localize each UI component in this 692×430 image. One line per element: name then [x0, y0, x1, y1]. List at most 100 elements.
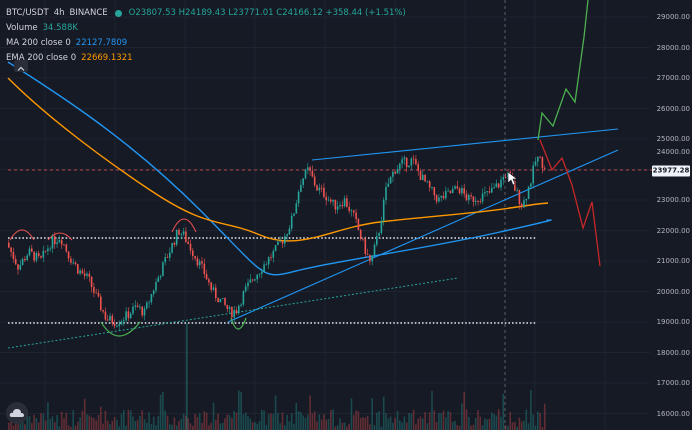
candle — [67, 251, 70, 259]
resistance-trendline — [311, 128, 619, 161]
volume-bar — [97, 414, 100, 430]
candle — [35, 253, 38, 261]
volume-bar — [415, 424, 417, 430]
volume-bar — [325, 419, 327, 430]
volume-bar — [537, 411, 539, 430]
symbol-name[interactable]: BTC/USDT — [6, 8, 49, 18]
candle — [293, 213, 295, 216]
candle — [267, 257, 270, 265]
volume-bar — [412, 409, 415, 430]
volume-bar — [336, 425, 339, 430]
candle — [341, 204, 344, 207]
volume-bar — [274, 395, 277, 430]
candle — [56, 242, 58, 245]
current-price-label: 23977.28 — [652, 165, 690, 177]
candle — [8, 242, 10, 248]
candle — [424, 174, 426, 182]
legend-volume-row[interactable]: Volume 34.588K — [6, 21, 406, 36]
volume-bar — [401, 422, 403, 430]
volume-bar — [175, 425, 178, 430]
volume-bar — [201, 422, 203, 430]
volume-bar — [235, 412, 238, 430]
volume-bar — [187, 418, 189, 430]
volume-bar — [543, 403, 546, 430]
volume-bar — [518, 417, 521, 430]
candle — [192, 250, 194, 257]
volume-bar — [254, 422, 256, 430]
volume-bar — [491, 412, 493, 430]
candle — [120, 321, 123, 325]
moving-averages — [7, 61, 552, 276]
volume-bar — [399, 420, 401, 430]
candle — [129, 313, 132, 319]
candle — [187, 241, 189, 244]
candle — [83, 273, 86, 276]
volume-bar — [438, 413, 440, 430]
volume-bar — [449, 412, 452, 430]
volume-bar — [318, 414, 321, 430]
volume-bar — [56, 415, 58, 430]
candle — [81, 270, 84, 274]
candle — [366, 253, 369, 255]
volume-bar — [93, 417, 95, 430]
candle — [72, 262, 74, 264]
candle — [180, 234, 183, 236]
legend-collapse-button[interactable] — [14, 60, 28, 72]
legend-ma-row[interactable]: MA 200 close 0 22127.7809 — [6, 36, 406, 51]
top-arc-3 — [171, 218, 197, 233]
volume-bar — [396, 411, 399, 430]
candle — [290, 215, 293, 229]
volume-bar — [532, 414, 534, 430]
price-tick: 28000.00 — [656, 43, 690, 52]
price-scale[interactable]: 29000.00 28000.00 27000.00 26000.00 2500… — [652, 0, 692, 430]
candlesticks — [8, 154, 546, 331]
volume-bar — [28, 416, 31, 430]
candle — [307, 167, 309, 170]
candle — [258, 273, 261, 275]
volume-bar — [83, 398, 86, 430]
candle — [139, 306, 141, 308]
candle — [364, 239, 367, 254]
volume-bar — [295, 402, 298, 430]
interval-label[interactable]: 4h — [53, 8, 65, 18]
candle — [270, 257, 272, 259]
candle — [21, 259, 24, 265]
volume-bar — [504, 425, 507, 430]
candle — [382, 199, 385, 221]
candle — [385, 186, 387, 200]
legend-ema-row[interactable]: EMA 200 close 0 22669.1321 — [6, 51, 406, 66]
candle — [272, 250, 275, 258]
candle — [254, 279, 256, 281]
candle — [123, 320, 125, 322]
top-arc-2 — [47, 232, 73, 241]
candle — [449, 190, 452, 193]
candle — [350, 210, 353, 212]
candle — [49, 248, 51, 250]
tradingview-logo[interactable] — [6, 402, 28, 424]
volume-bar — [468, 416, 470, 430]
candle — [224, 298, 226, 305]
candle — [426, 181, 429, 183]
legend-symbol-row[interactable]: BTC/USDT 4h BINANCE O23807.53 H24189.43 … — [6, 6, 406, 21]
candle — [288, 228, 291, 235]
candle — [228, 306, 231, 310]
volume-bar — [405, 422, 408, 430]
volume-bar — [139, 416, 141, 430]
candle — [150, 294, 153, 303]
candle — [40, 256, 42, 258]
candle — [42, 250, 45, 258]
top-arc-1 — [9, 229, 35, 241]
volume-bar — [426, 423, 429, 430]
candle — [217, 298, 219, 303]
volume-bar — [224, 418, 226, 430]
candle — [274, 245, 277, 251]
volume-bar — [493, 414, 495, 430]
ma-label: MA 200 close 0 — [6, 38, 71, 48]
candle — [95, 292, 97, 294]
candle — [203, 263, 206, 275]
volume-bar — [132, 416, 134, 430]
volume-bar — [502, 393, 505, 430]
candle — [465, 193, 468, 201]
candle — [47, 248, 49, 252]
